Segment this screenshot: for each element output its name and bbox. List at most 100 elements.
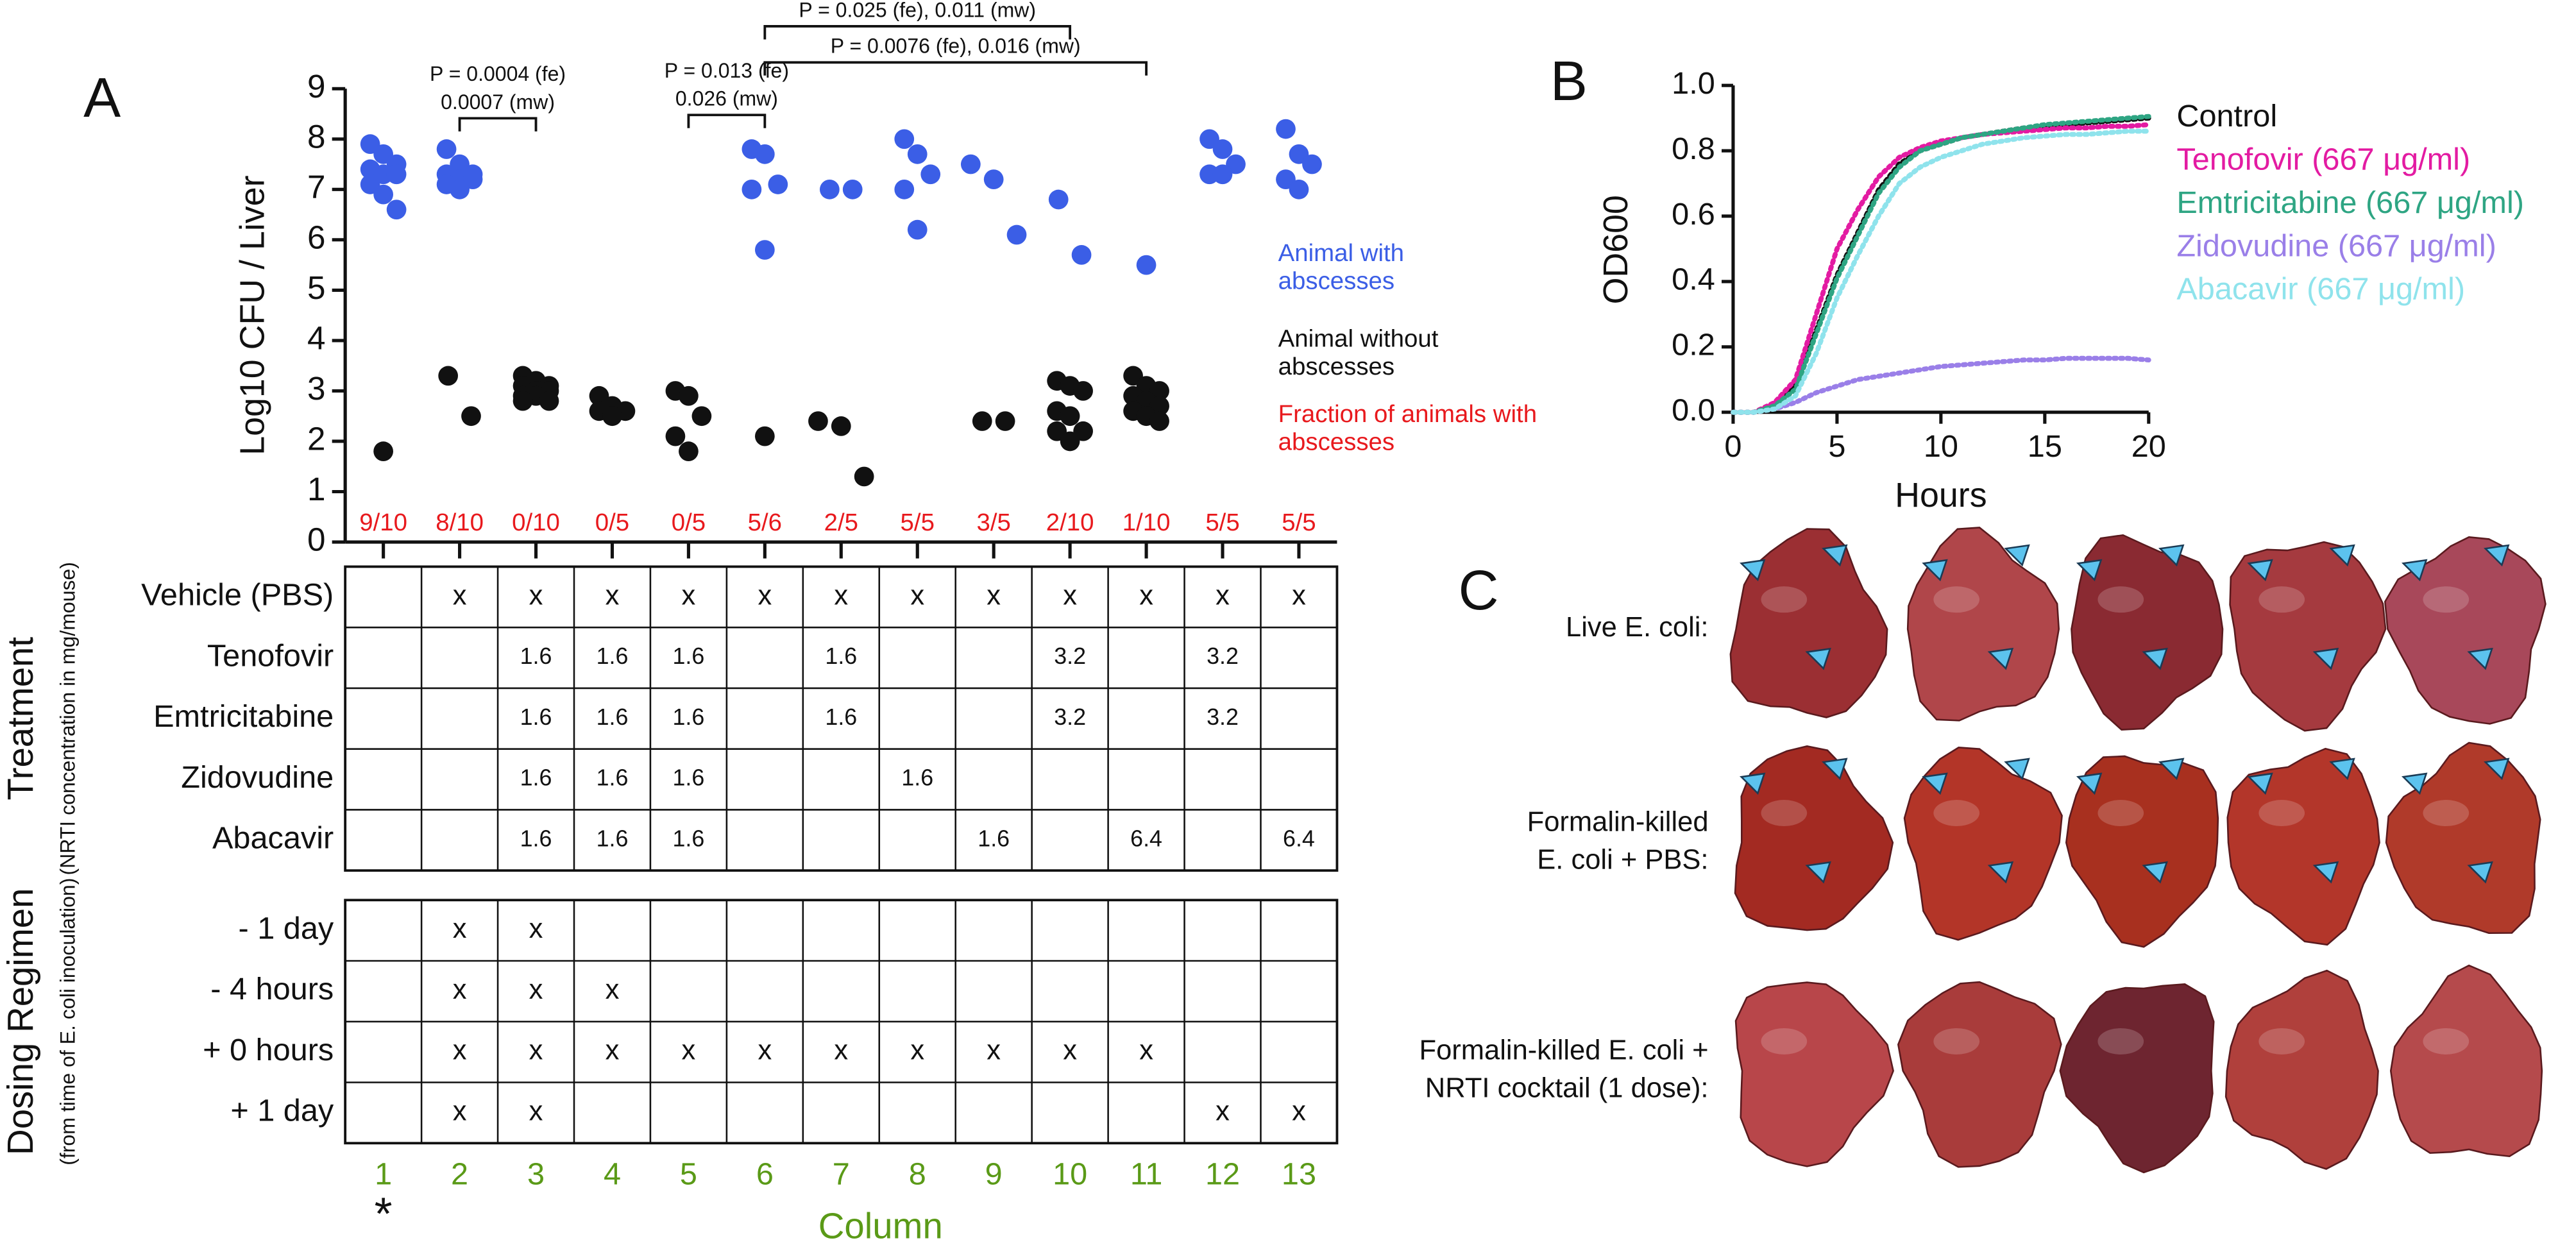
p-value: P = 0.025 (fe), 0.011 (mw) — [799, 0, 1036, 21]
data-point — [754, 240, 775, 260]
table-cell: 3.2 — [1207, 704, 1239, 730]
row-label: - 1 day — [239, 911, 334, 945]
data-point — [960, 154, 981, 174]
y-tick-label: 0.0 — [1672, 393, 1715, 428]
legend-entry: Zidovudine (667 μg/ml) — [2176, 228, 2496, 263]
fraction-label: 1/10 — [1123, 509, 1171, 536]
liver-highlight — [1761, 1028, 1808, 1054]
arrowhead — [1805, 647, 1831, 670]
arrowhead — [2401, 559, 2428, 582]
y-tick-label: 2 — [307, 421, 325, 457]
liver-photo — [2229, 541, 2387, 732]
liver-highlight — [2423, 586, 2470, 613]
x-tick-label: 5 — [1828, 429, 1845, 464]
liver-photo — [2385, 741, 2541, 935]
p-value: P = 0.0076 (fe), 0.016 (mw) — [831, 35, 1081, 58]
table-cell: x — [910, 1035, 924, 1066]
legend-entry: Tenofovir (667 μg/ml) — [2176, 142, 2470, 177]
table-cell: 1.6 — [520, 643, 552, 669]
table-cell: x — [1063, 580, 1077, 611]
liver-highlight — [2097, 1028, 2144, 1054]
table-cell: x — [987, 1035, 1001, 1066]
table-cell: 6.4 — [1283, 826, 1315, 851]
data-point — [386, 199, 407, 220]
table-cell: 1.6 — [520, 826, 552, 851]
table-cell: x — [834, 1035, 848, 1066]
liver-highlight — [2258, 800, 2305, 827]
arrowhead — [2484, 544, 2510, 567]
fraction-label: 5/6 — [748, 509, 782, 536]
condition-label: Formalin-killed — [1527, 807, 1709, 838]
fraction-label: 5/5 — [901, 509, 935, 536]
fraction-label: 0/10 — [512, 509, 560, 536]
x-tick-label: 5 — [680, 1156, 697, 1191]
table-cell: x — [758, 1035, 772, 1066]
significance-bracket — [458, 117, 538, 131]
liver-highlight — [2423, 1028, 2470, 1054]
table-cell: x — [987, 580, 1001, 611]
x-tick-label: 9 — [985, 1156, 1003, 1191]
data-point — [820, 179, 840, 199]
fraction-label: 2/10 — [1046, 509, 1094, 536]
data-point — [602, 406, 622, 427]
data-point — [983, 169, 1004, 189]
p-value: 0.026 (mw) — [675, 87, 778, 110]
data-point — [1289, 179, 1309, 199]
data-point — [1149, 411, 1169, 431]
data-point — [513, 391, 533, 411]
row-label: Vehicle (PBS) — [141, 578, 334, 613]
arrowhead — [2076, 772, 2103, 795]
legend-entry: Animal with abscesses — [1278, 239, 1405, 296]
y-tick-label: 0.4 — [1672, 262, 1715, 297]
table-border — [344, 899, 1339, 1145]
table-cell: 1.6 — [597, 765, 629, 791]
table-border — [344, 565, 1339, 872]
data-point — [1212, 139, 1233, 159]
arrowhead — [1922, 772, 1948, 795]
table-cell: x — [529, 1096, 543, 1126]
arrowhead — [1822, 758, 1848, 781]
x-axis-title: Column — [818, 1205, 943, 1245]
y-tick-label: 6 — [307, 219, 325, 255]
data-point — [679, 441, 699, 462]
table-cell: 1.6 — [825, 643, 857, 669]
x-tick-label: 4 — [604, 1156, 621, 1191]
y-tick-label: 5 — [307, 269, 325, 306]
table-cell: 1.6 — [901, 765, 933, 791]
significance-bracket — [763, 25, 1072, 40]
condition-label: NRTI cocktail (1 dose): — [1425, 1073, 1709, 1104]
p-value: P = 0.0004 (fe) — [430, 62, 566, 85]
y-tick-label: 4 — [307, 319, 325, 356]
data-point — [754, 426, 775, 446]
x-tick-label: 6 — [756, 1156, 774, 1191]
legend-entry-box: Fraction of animals with abscesses — [1278, 401, 1537, 457]
table-cell: x — [529, 580, 543, 611]
growth-curve — [1731, 355, 2151, 415]
table-cell: x — [453, 1035, 467, 1066]
arrowhead — [1740, 559, 1766, 582]
fraction-label: 5/5 — [1205, 509, 1239, 536]
x-tick-label: 20 — [2131, 429, 2166, 464]
data-point — [894, 179, 915, 199]
arrowhead — [1987, 861, 2014, 884]
table-cell: 1.6 — [597, 704, 629, 730]
x-tick-label: 3 — [527, 1156, 545, 1191]
y-tick-label: 7 — [307, 169, 325, 205]
data-point — [1071, 245, 1092, 265]
y-tick-label: 1 — [307, 471, 325, 507]
data-point — [691, 406, 712, 427]
data-point — [808, 411, 828, 431]
arrowhead — [2004, 544, 2030, 567]
table-cell: 1.6 — [673, 643, 705, 669]
data-point — [754, 144, 775, 164]
legend-entry: Control — [2176, 99, 2277, 133]
table-cell: x — [1139, 580, 1153, 611]
table-cell: x — [529, 913, 543, 944]
table-cell: 1.6 — [673, 704, 705, 730]
arrowhead — [2076, 559, 2103, 582]
growth-curve — [1731, 122, 2151, 415]
data-point — [894, 129, 915, 149]
panel-label: C — [1459, 559, 1499, 622]
data-point — [679, 385, 699, 406]
table-cell: x — [682, 580, 696, 611]
